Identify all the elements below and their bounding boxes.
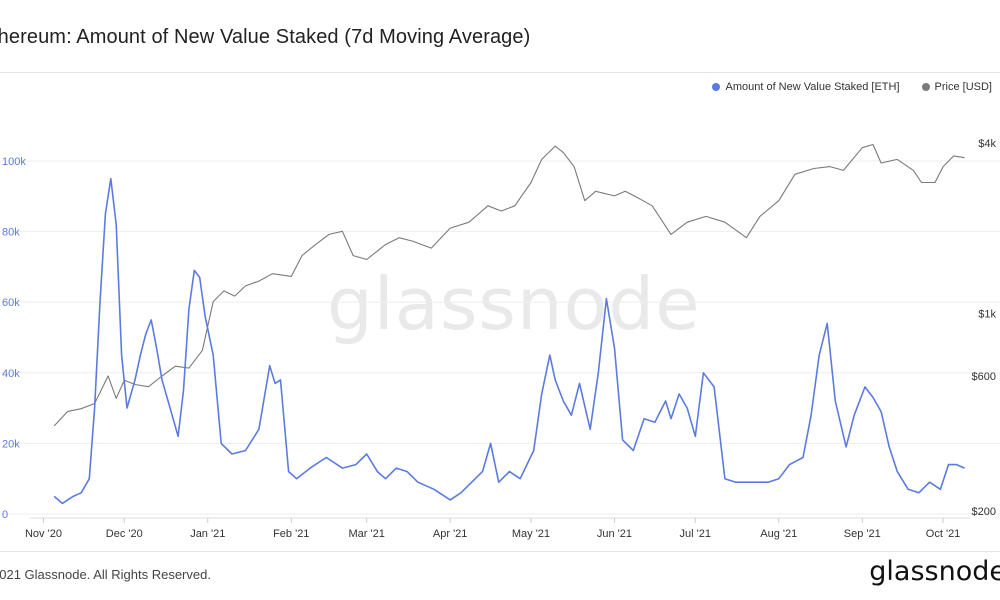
y-left-tick-label: 0 <box>2 509 8 521</box>
title-divider <box>0 72 1000 73</box>
legend-item-staked[interactable]: Amount of New Value Staked [ETH] <box>712 81 900 93</box>
staked-series-dot-icon <box>712 83 721 91</box>
chart-legend: Amount of New Value Staked [ETH] Price [… <box>712 81 992 93</box>
footer-divider <box>0 551 1000 552</box>
x-tick-label: Sep '21 <box>844 528 881 540</box>
y-left-tick-label: 80k <box>2 227 20 239</box>
y-left-tick-label: 100k <box>2 156 26 168</box>
x-tick-label: May '21 <box>512 528 550 540</box>
y-left-tick-label: 40k <box>2 368 20 380</box>
y-right-tick-label: $600 <box>972 371 996 383</box>
legend-item-price[interactable]: Price [USD] <box>921 81 992 93</box>
y-right-tick-label: $4k <box>978 138 996 150</box>
y-left-tick-label: 60k <box>2 297 20 309</box>
x-tick-label: Jan '21 <box>190 528 225 540</box>
watermark-logo: glassnode <box>327 262 701 346</box>
copyright-text: 2021 Glassnode. All Rights Reserved. <box>0 567 211 582</box>
x-tick-label: Oct '21 <box>926 528 961 540</box>
price-series-dot-icon <box>921 83 930 91</box>
y-right-tick-label: $1k <box>978 308 996 320</box>
price-series-line <box>53 143 965 427</box>
x-tick-label: Dec '20 <box>106 528 143 540</box>
legend-label-staked: Amount of New Value Staked [ETH] <box>725 81 900 93</box>
staked-series-line <box>53 177 965 505</box>
x-tick-label: Jul '21 <box>680 528 711 540</box>
x-tick-label: Aug '21 <box>760 528 797 540</box>
x-tick-label: Nov '20 <box>25 528 62 540</box>
chart-title: thereum: Amount of New Value Staked (7d … <box>0 26 531 48</box>
y-right-tick-label: $200 <box>972 506 996 518</box>
x-tick-label: Mar '21 <box>349 528 385 540</box>
x-tick-label: Feb '21 <box>273 528 309 540</box>
x-tick-label: Apr '21 <box>433 528 468 540</box>
y-left-tick-label: 20k <box>2 438 20 450</box>
legend-label-price: Price [USD] <box>934 81 992 93</box>
x-tick-label: Jun '21 <box>597 528 632 540</box>
brand-logo: glassnode <box>869 556 1000 587</box>
